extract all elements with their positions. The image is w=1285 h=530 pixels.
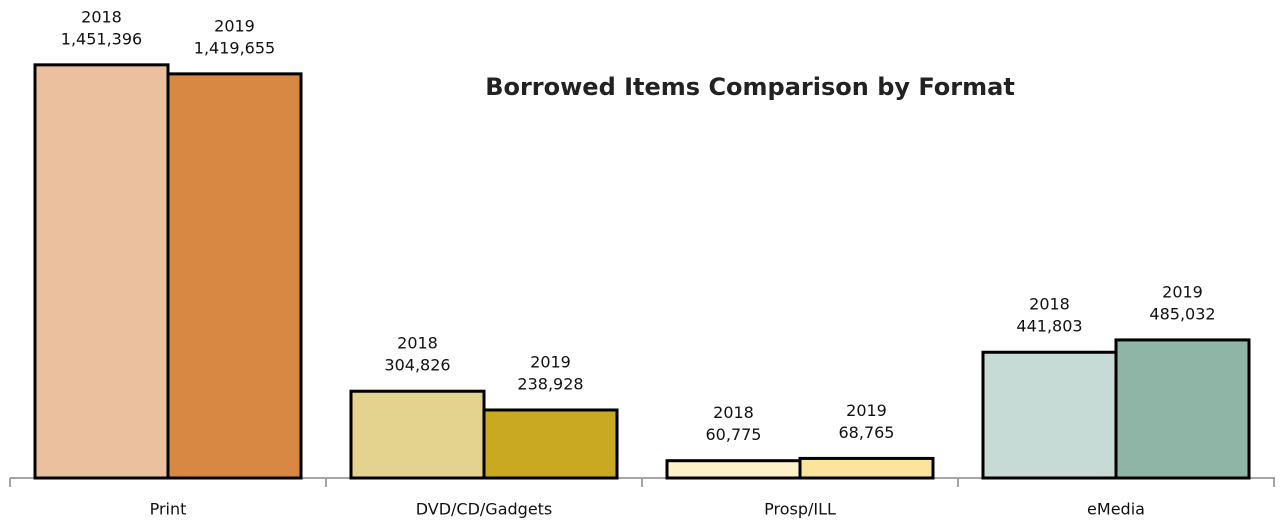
bar [482, 408, 619, 480]
series-label: 2018 [1029, 295, 1070, 314]
x-tick-label: Prosp/ILL [764, 500, 836, 519]
data-label: 238,928 [517, 374, 583, 393]
bar [166, 72, 303, 480]
data-label: 304,826 [384, 356, 450, 375]
data-label: 60,775 [706, 425, 762, 444]
x-tick-label: eMedia [1087, 500, 1145, 519]
data-label: 485,032 [1149, 304, 1215, 323]
series-label: 2018 [397, 334, 438, 353]
series-label: 2018 [713, 403, 754, 422]
x-tick-label: DVD/CD/Gadgets [416, 500, 553, 519]
data-label: 1,419,655 [194, 38, 275, 57]
series-label: 2018 [81, 7, 122, 26]
x-tick-label: Print [150, 500, 187, 519]
bar [798, 456, 935, 480]
data-label: 441,803 [1016, 317, 1082, 336]
bar [349, 389, 486, 480]
series-label: 2019 [530, 352, 571, 371]
series-label: 2019 [1162, 282, 1203, 301]
series-label: 2019 [214, 16, 255, 35]
data-label: 1,451,396 [61, 29, 142, 48]
series-label: 2019 [846, 401, 887, 420]
bar [1114, 338, 1251, 480]
bar [665, 459, 802, 480]
bar [981, 350, 1118, 480]
chart-title: Borrowed Items Comparison by Format [485, 73, 1015, 101]
bar [33, 63, 170, 480]
data-label: 68,765 [839, 423, 895, 442]
